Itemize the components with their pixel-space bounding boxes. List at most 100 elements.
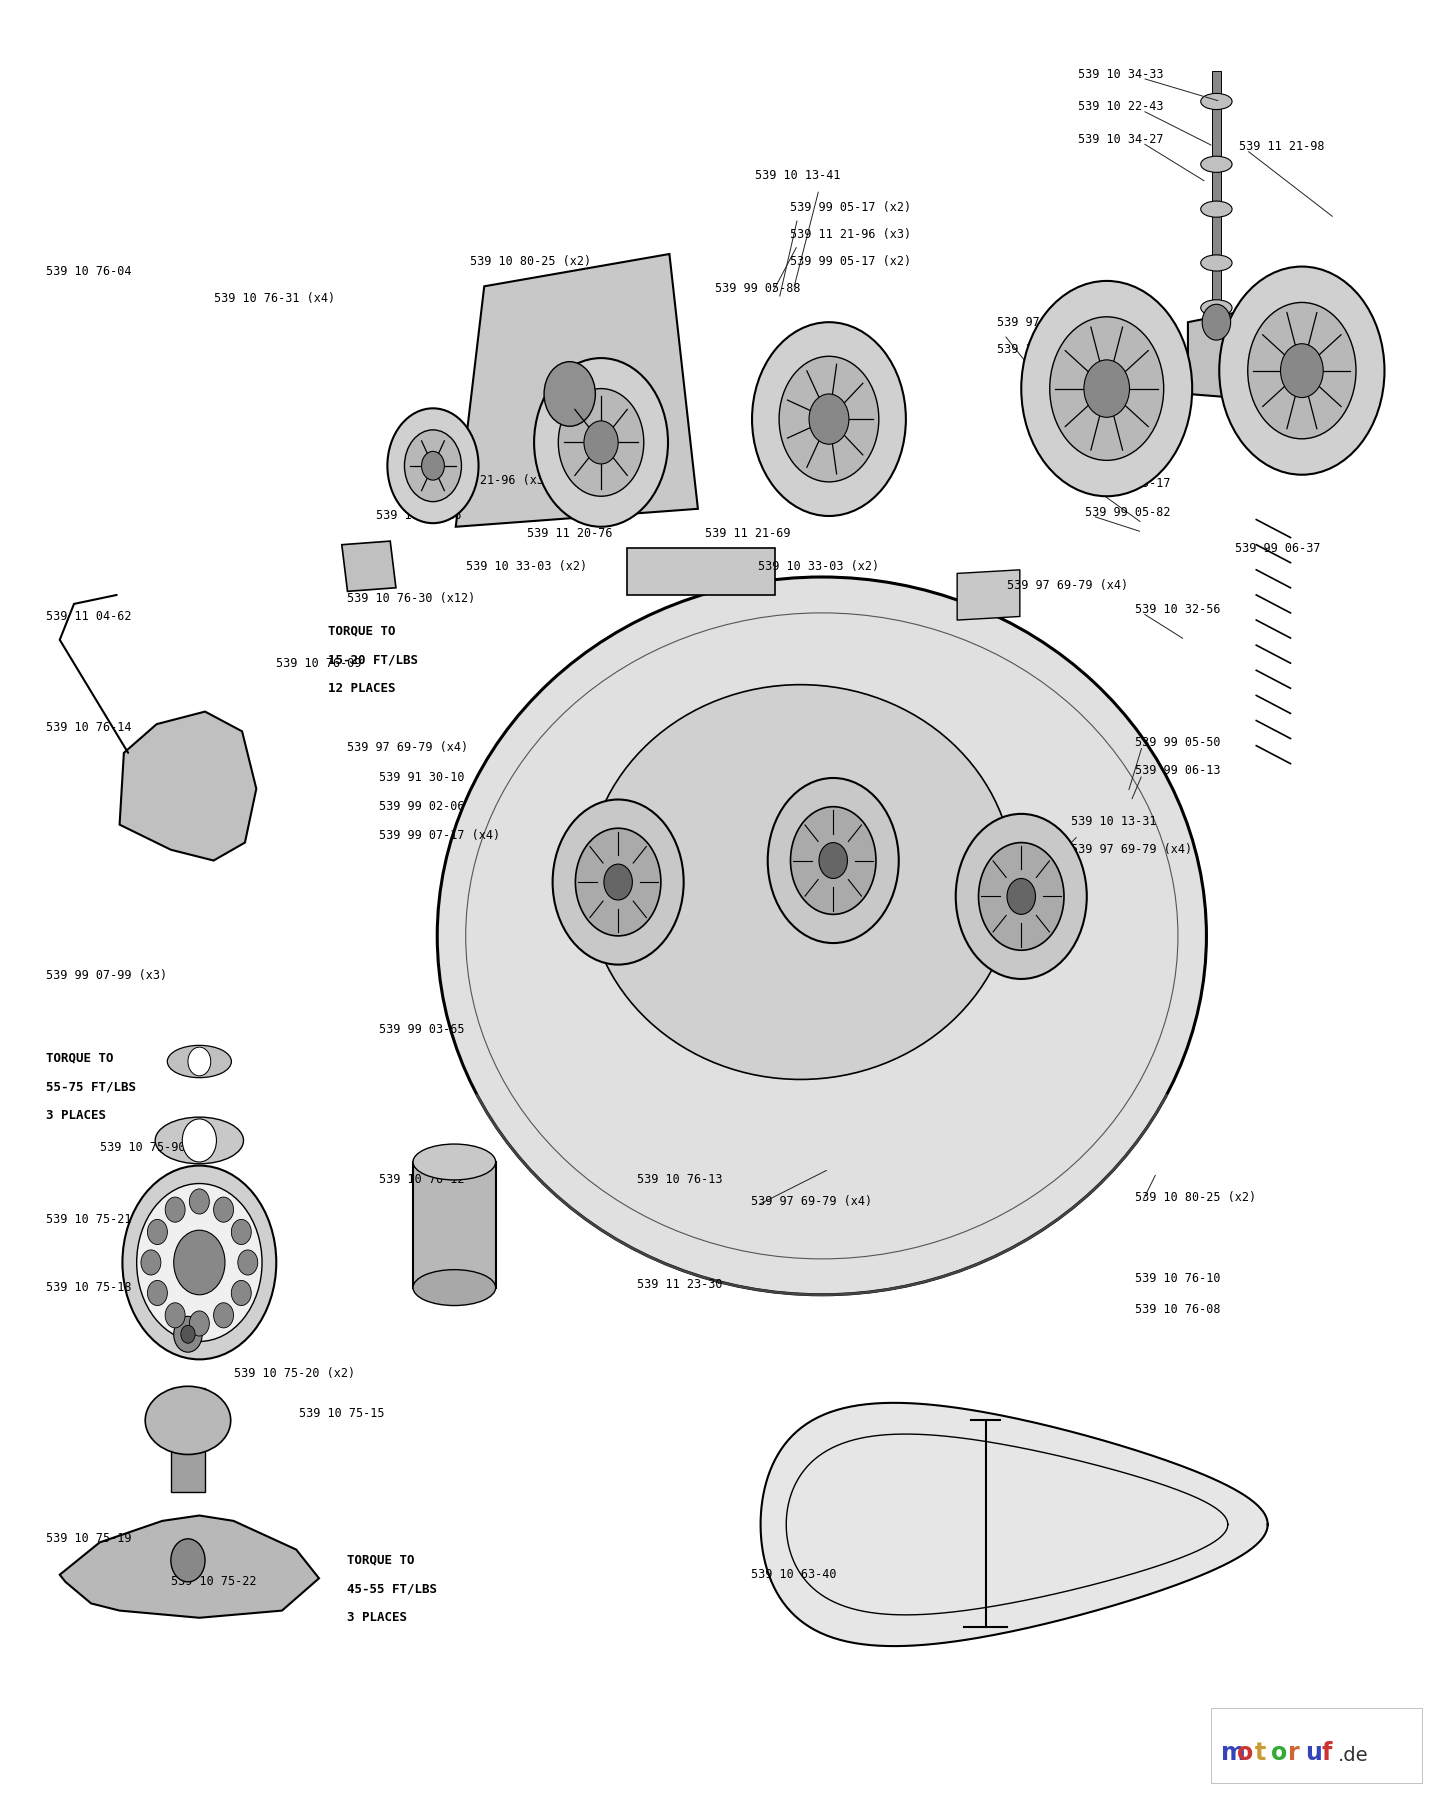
Circle shape (543, 362, 595, 427)
Ellipse shape (1201, 256, 1233, 272)
Circle shape (164, 1303, 184, 1328)
Ellipse shape (779, 356, 879, 482)
Text: 539 10 76-04: 539 10 76-04 (46, 265, 132, 279)
Polygon shape (957, 571, 1020, 619)
Ellipse shape (791, 806, 877, 914)
Text: 539 11 20-76: 539 11 20-76 (528, 527, 612, 540)
Polygon shape (60, 1516, 319, 1618)
Bar (1211, 1708, 1421, 1782)
Ellipse shape (809, 394, 849, 445)
Polygon shape (342, 542, 396, 592)
Ellipse shape (575, 828, 661, 936)
Circle shape (213, 1197, 233, 1222)
Ellipse shape (146, 1386, 230, 1454)
Circle shape (142, 1249, 162, 1274)
Ellipse shape (1084, 360, 1130, 418)
Text: 45-55 FT/LBS: 45-55 FT/LBS (347, 1582, 438, 1595)
Text: 539 10 63-40: 539 10 63-40 (751, 1568, 837, 1580)
Circle shape (232, 1280, 252, 1305)
Text: TORQUE TO: TORQUE TO (327, 625, 395, 637)
Text: o: o (1237, 1741, 1254, 1766)
Ellipse shape (1201, 157, 1233, 173)
Text: 3 PLACES: 3 PLACES (46, 1109, 106, 1121)
Ellipse shape (558, 389, 644, 497)
Text: 15-20 FT/LBS: 15-20 FT/LBS (327, 653, 418, 666)
Ellipse shape (1201, 202, 1233, 218)
Ellipse shape (1220, 266, 1384, 475)
Ellipse shape (388, 409, 479, 524)
Ellipse shape (167, 1046, 232, 1078)
Ellipse shape (156, 1118, 243, 1165)
Text: 539 10 76-08: 539 10 76-08 (1135, 1303, 1221, 1316)
Text: 539 10 75-20 (x2): 539 10 75-20 (x2) (233, 1368, 355, 1381)
Text: 539 10 75-18: 539 10 75-18 (46, 1282, 132, 1294)
Circle shape (187, 1048, 210, 1076)
Text: 539 10 13-31: 539 10 13-31 (1071, 815, 1157, 828)
Polygon shape (1188, 304, 1306, 401)
Ellipse shape (422, 452, 445, 481)
Text: 539 11 21-96 (x3): 539 11 21-96 (x3) (430, 473, 551, 486)
Text: m: m (1221, 1741, 1246, 1766)
Bar (1213, 70, 1221, 385)
Text: 539 10 13-41: 539 10 13-41 (755, 169, 841, 182)
Circle shape (147, 1280, 167, 1305)
Circle shape (213, 1303, 233, 1328)
Text: 539 11 21-69: 539 11 21-69 (705, 527, 791, 540)
Polygon shape (761, 1402, 1267, 1645)
Text: 539 11 21-98: 539 11 21-98 (1240, 140, 1324, 153)
Polygon shape (456, 254, 698, 527)
Ellipse shape (405, 430, 462, 502)
Ellipse shape (552, 799, 684, 965)
Text: 539 11 04-62: 539 11 04-62 (46, 610, 132, 623)
Text: 539 10 76-12: 539 10 76-12 (379, 1174, 465, 1186)
Ellipse shape (955, 814, 1087, 979)
Text: 539 10 75-21: 539 10 75-21 (46, 1213, 132, 1226)
Text: r: r (1288, 1741, 1300, 1766)
Text: 539 97 69-79 (x4): 539 97 69-79 (x4) (1071, 842, 1193, 857)
Text: t: t (1254, 1741, 1266, 1766)
Circle shape (189, 1190, 209, 1213)
Text: 539 97 69-79 (x4): 539 97 69-79 (x4) (1007, 580, 1128, 592)
Text: 539 99 05-88: 539 99 05-88 (715, 281, 801, 295)
Text: 539 10 76-13: 539 10 76-13 (636, 1174, 722, 1186)
Ellipse shape (1021, 281, 1193, 497)
Text: 539 11 23-30: 539 11 23-30 (636, 1278, 722, 1291)
Text: f: f (1321, 1741, 1331, 1766)
Text: 539 10 32-56: 539 10 32-56 (1135, 603, 1221, 616)
Ellipse shape (586, 684, 1014, 1080)
Circle shape (180, 1325, 194, 1343)
Circle shape (189, 1310, 209, 1336)
Text: 55-75 FT/LBS: 55-75 FT/LBS (46, 1080, 136, 1093)
Ellipse shape (768, 778, 898, 943)
Circle shape (173, 1229, 225, 1294)
Text: u: u (1304, 1741, 1321, 1766)
Text: 539 10 34-27: 539 10 34-27 (1078, 133, 1164, 146)
Text: 539 10 33-03 (x2): 539 10 33-03 (x2) (758, 560, 879, 572)
Text: 539 11 21-96 (x3): 539 11 21-96 (x3) (997, 342, 1118, 356)
Circle shape (819, 842, 848, 878)
Text: 539 10 34-33: 539 10 34-33 (1078, 68, 1164, 81)
Ellipse shape (137, 1184, 262, 1341)
Ellipse shape (1280, 344, 1323, 398)
Text: TORQUE TO: TORQUE TO (347, 1553, 415, 1566)
Circle shape (182, 1120, 216, 1163)
Circle shape (147, 1219, 167, 1244)
Text: 539 97 69-98: 539 97 69-98 (997, 315, 1083, 329)
Ellipse shape (583, 421, 618, 464)
Text: 539 99 06-37: 539 99 06-37 (1236, 542, 1320, 554)
Ellipse shape (1201, 344, 1233, 360)
Ellipse shape (413, 1145, 496, 1181)
Text: 539 99 07-17 (x4): 539 99 07-17 (x4) (379, 828, 500, 842)
Text: 539 10 76-09: 539 10 76-09 (276, 657, 362, 670)
Text: 539 99 05-82: 539 99 05-82 (1085, 506, 1171, 518)
Text: 539 10 75-90: 539 10 75-90 (100, 1141, 184, 1154)
Circle shape (170, 1539, 204, 1582)
Ellipse shape (533, 358, 668, 527)
Ellipse shape (438, 578, 1207, 1294)
Text: TORQUE TO: TORQUE TO (46, 1051, 113, 1064)
Text: 539 99 05-17 (x2): 539 99 05-17 (x2) (791, 254, 911, 268)
Text: 539 10 80-25 (x2): 539 10 80-25 (x2) (470, 254, 591, 268)
Text: 539 99 05-17: 539 99 05-17 (1085, 477, 1171, 490)
Ellipse shape (1248, 302, 1356, 439)
Text: 539 10 22-43: 539 10 22-43 (1078, 101, 1164, 113)
